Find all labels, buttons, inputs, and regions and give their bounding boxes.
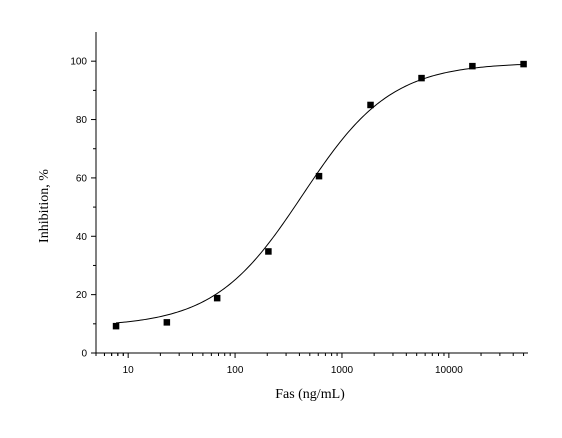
y-tick-label: 20 [76,290,88,301]
x-tick-label: 100 [227,365,244,376]
data-point [213,294,221,302]
y-tick-label: 40 [76,232,88,243]
data-point [315,172,323,180]
fit-curve [115,63,524,324]
data-point [367,101,374,109]
data-point [520,60,527,68]
y-tick-label: 0 [81,349,87,360]
data-point [112,322,120,330]
data-point [163,319,171,326]
data-point [469,62,476,70]
y-tick-label: 100 [70,57,87,68]
x-tick-label: 10000 [435,365,463,376]
plot-area: 0 20 40 60 80 100 10 100 1000 10000 [70,32,528,376]
x-tick-label: 1000 [331,365,354,376]
x-axis-title: Fas (ng/mL) [275,387,345,402]
x-tick-label: 10 [123,365,135,376]
data-point [418,74,425,82]
y-axis-title: Inhibition, % [37,169,52,243]
y-tick-label: 80 [76,115,88,126]
data-point [265,248,272,255]
y-tick-label: 60 [76,173,88,184]
